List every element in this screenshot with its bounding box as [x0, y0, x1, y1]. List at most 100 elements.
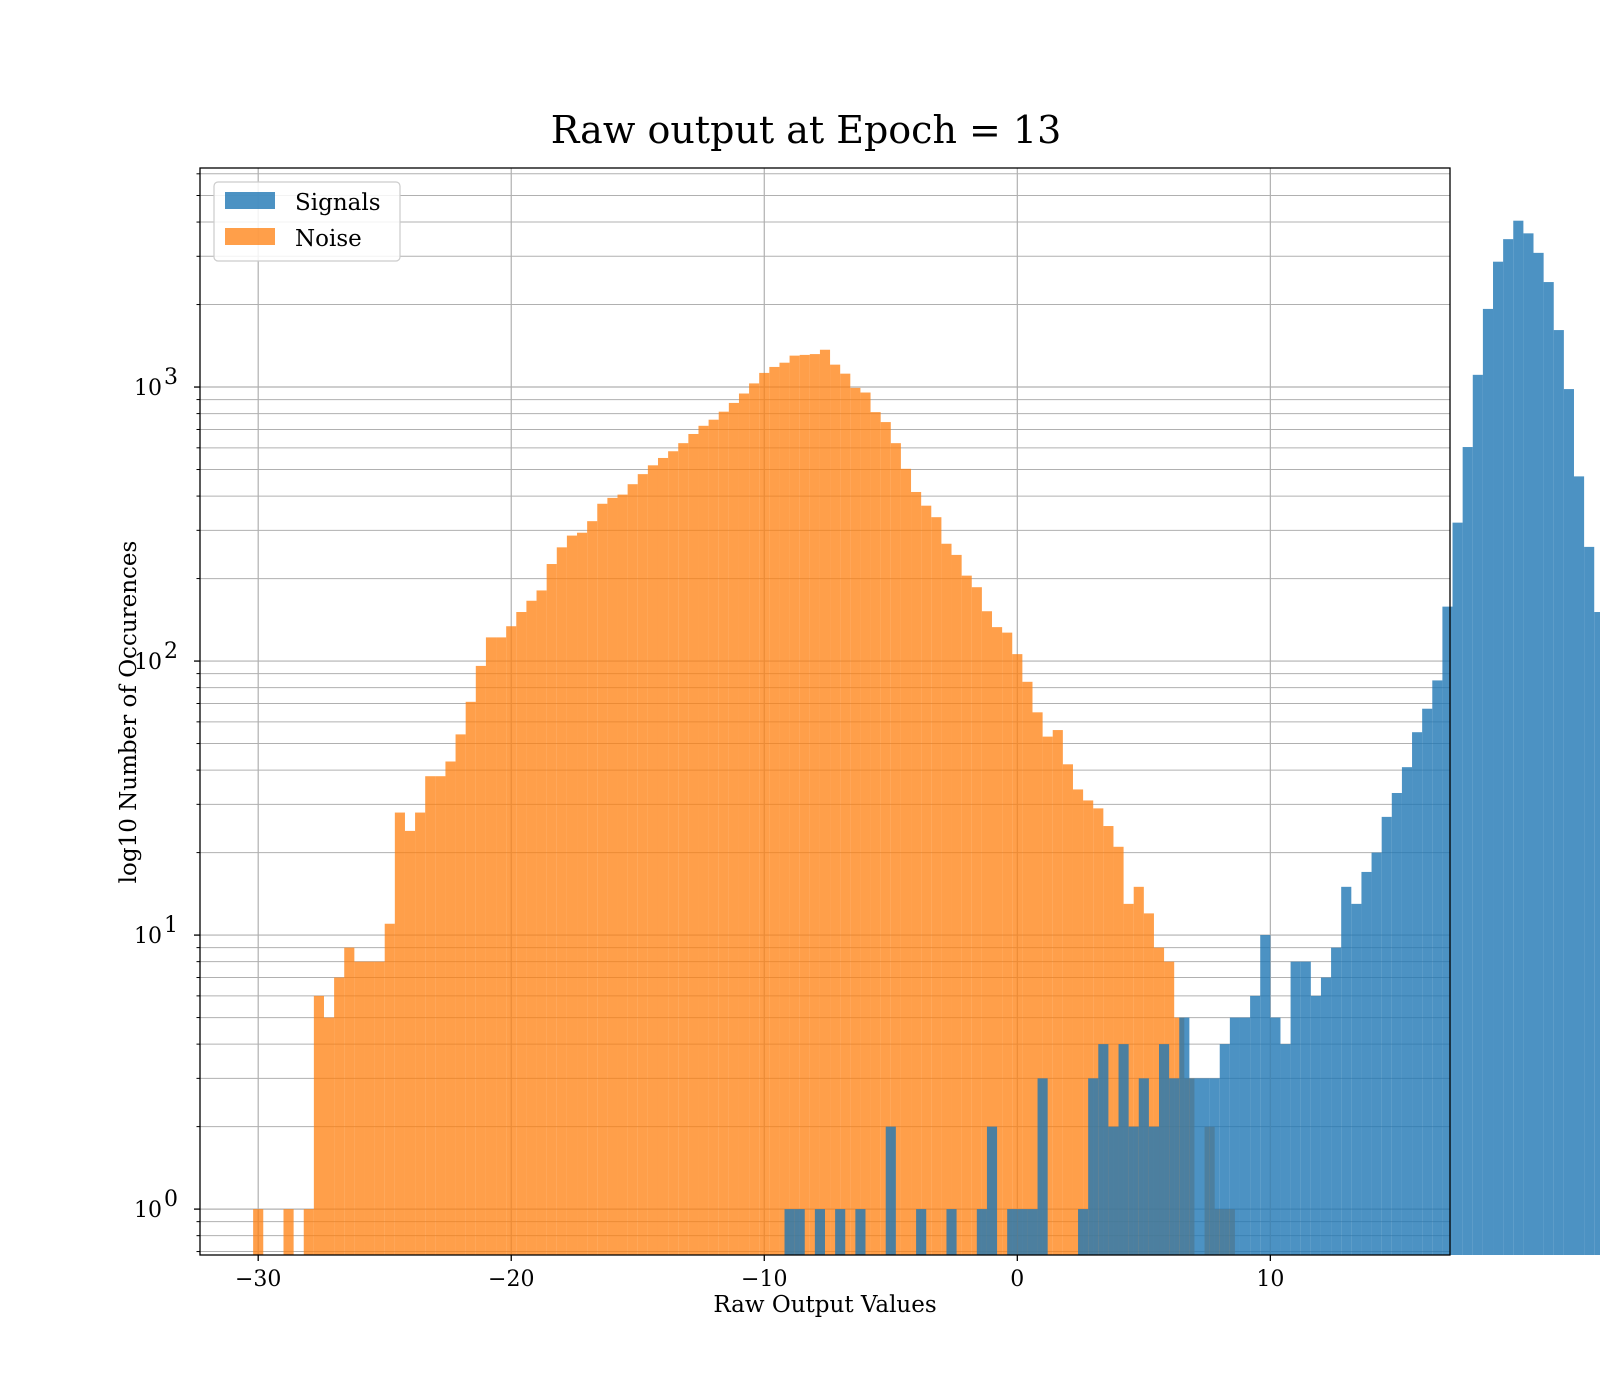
bar-signals: [885, 1126, 896, 1255]
bar-signals: [1351, 903, 1362, 1255]
bar-signals: [1391, 792, 1402, 1255]
bar-noise: [344, 947, 355, 1255]
bar-noise: [1103, 826, 1114, 1255]
bar-noise: [688, 433, 699, 1256]
bar-signals: [1209, 1078, 1220, 1255]
bar-signals: [1037, 1078, 1048, 1255]
bar-signals: [1017, 1209, 1028, 1255]
bar-signals: [1381, 816, 1392, 1255]
bar-signals: [1128, 1126, 1139, 1255]
bar-signals: [1584, 546, 1595, 1255]
bar-signals: [1401, 767, 1413, 1255]
bar-noise: [1012, 654, 1023, 1255]
bar-signals: [1219, 1044, 1230, 1255]
bar-noise: [1072, 789, 1084, 1255]
bar-noise: [647, 465, 658, 1256]
bar-signals: [1007, 1209, 1018, 1255]
bar-noise: [789, 355, 800, 1255]
bars-layer: [253, 220, 1600, 1256]
bar-noise: [394, 812, 405, 1255]
bar-signals: [1412, 732, 1423, 1255]
bar-noise: [779, 362, 790, 1256]
bar-signals: [1482, 308, 1494, 1256]
bar-noise: [830, 364, 841, 1255]
bar-signals: [1078, 1209, 1089, 1255]
axes-frame: [199, 167, 1451, 1256]
y-tick-label: 10: [134, 924, 162, 949]
bar-noise: [425, 776, 436, 1255]
bar-signals: [1098, 1044, 1109, 1255]
bar-signals: [1270, 1017, 1281, 1255]
bar-noise: [607, 497, 618, 1255]
bar-signals: [835, 1209, 846, 1255]
bar-noise: [597, 503, 608, 1255]
bar-noise: [860, 392, 871, 1255]
bar-noise: [1022, 681, 1033, 1255]
y-tick-label: 10: [134, 650, 162, 675]
legend-swatch-signals: [225, 192, 275, 209]
bar-signals: [855, 1209, 866, 1255]
bar-signals: [794, 1209, 805, 1255]
bar-signals: [1553, 330, 1564, 1255]
bar-noise: [415, 812, 426, 1255]
x-tick-label: 0: [1010, 1267, 1024, 1292]
bar-noise: [900, 468, 912, 1255]
bar-signals: [1573, 476, 1585, 1255]
bar-signals: [1422, 708, 1433, 1255]
bar-noise: [364, 961, 375, 1255]
bar-noise: [1002, 632, 1013, 1255]
bar-noise: [819, 349, 831, 1255]
bar-noise: [870, 412, 881, 1255]
bar-signals: [1462, 447, 1473, 1255]
bar-noise: [911, 491, 922, 1255]
bar-noise: [303, 1209, 314, 1255]
bar-signals: [1088, 1078, 1099, 1255]
bar-noise: [738, 393, 750, 1255]
bar-signals: [1179, 1017, 1190, 1255]
bar-signals: [1260, 935, 1271, 1255]
bar-signals: [1452, 522, 1463, 1255]
bar-noise: [637, 474, 648, 1256]
bar-noise: [951, 554, 962, 1255]
bar-signals: [1341, 886, 1352, 1255]
bar-noise: [809, 354, 820, 1256]
bar-signals: [784, 1209, 795, 1255]
bar-noise: [475, 665, 486, 1255]
bar-noise: [799, 354, 810, 1256]
legend-label-signals: Signals: [295, 190, 381, 216]
x-tick-label: −20: [488, 1267, 534, 1292]
x-axis-label: Raw Output Values: [713, 1292, 936, 1318]
y-axis-label: log10 Number of Occurences: [116, 541, 142, 884]
bar-noise: [880, 422, 891, 1255]
bar-signals: [1108, 1126, 1119, 1255]
bar-signals: [916, 1209, 927, 1255]
bar-noise: [1032, 712, 1043, 1255]
bar-noise: [961, 575, 972, 1255]
legend: Signals Noise: [213, 181, 401, 262]
legend-swatch-noise: [225, 228, 275, 245]
bar-signals: [1523, 233, 1534, 1255]
bar-noise: [759, 372, 770, 1255]
bar-noise: [354, 961, 365, 1255]
bar-signals: [1493, 261, 1504, 1255]
bar-signals: [1027, 1209, 1038, 1255]
bar-signals: [1280, 1044, 1291, 1255]
y-tick-exponent: 3: [164, 365, 178, 390]
bar-signals: [986, 1126, 998, 1255]
bar-signals: [1320, 977, 1332, 1255]
bar-noise: [698, 425, 709, 1255]
bar-signals: [1199, 1078, 1210, 1255]
x-tick-label: −30: [235, 1267, 281, 1292]
bar-noise: [536, 590, 547, 1255]
bar-noise: [971, 587, 982, 1255]
bar-signals: [1300, 961, 1311, 1255]
bar-signals: [1361, 871, 1372, 1255]
bar-noise: [283, 1209, 294, 1255]
bar-noise: [323, 1017, 335, 1255]
bar-noise: [556, 547, 567, 1255]
bar-noise: [678, 443, 689, 1256]
bar-noise: [374, 961, 385, 1255]
bar-noise: [1052, 730, 1063, 1255]
bar-noise: [465, 701, 476, 1255]
bar-noise: [334, 977, 345, 1255]
